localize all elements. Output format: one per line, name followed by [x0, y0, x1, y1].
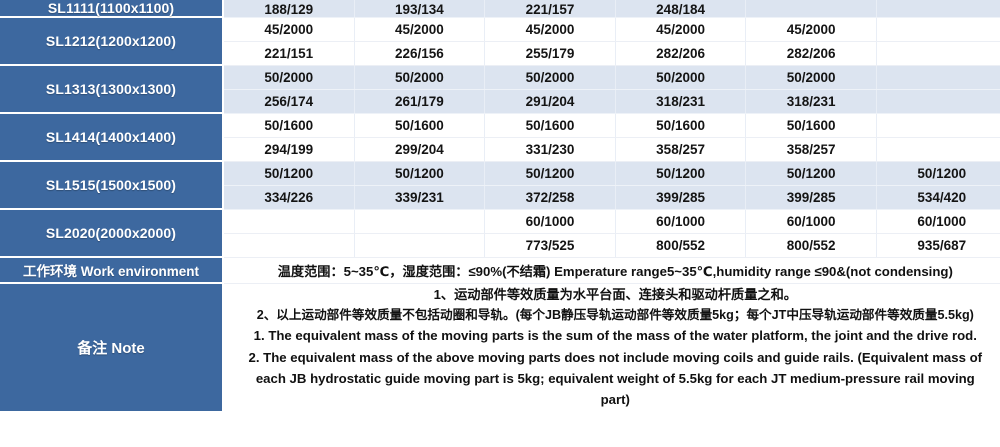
- cell-r2a-c2: 50/2000: [484, 65, 616, 90]
- model-label-1: SL1212(1200x1200): [0, 16, 224, 66]
- cell-r1a-c0: 45/2000: [223, 17, 355, 42]
- cell-r3a-c2: 50/1600: [484, 113, 616, 138]
- cell-r4b-c2: 372/258: [484, 185, 616, 210]
- note-line-5: part): [600, 392, 630, 408]
- cell-r1b-c4: 282/206: [745, 41, 877, 66]
- cell-r4a-c0: 50/1200: [223, 161, 355, 186]
- cell-r4b-c4: 399/285: [745, 185, 877, 210]
- table-row: 334/226 339/231 372/258 399/285 399/285 534/4…: [0, 185, 1000, 210]
- cell-r2b-c3: 318/231: [615, 89, 747, 114]
- cell-r1a-c2: 45/2000: [484, 17, 616, 42]
- cell-r3b-c5: [876, 137, 1000, 162]
- cell-r2b-c0: 256/174: [223, 89, 355, 114]
- cell-r2b-c4: 318/231: [745, 89, 877, 114]
- cell-r1a-c5: [876, 17, 1000, 42]
- cell-r3a-c0: 50/1600: [223, 113, 355, 138]
- work-environment-value: 温度范围：5~35℃，湿度范围：≤90%(不结霜) Emperature ran…: [223, 257, 1000, 284]
- note-line-3: 2. The equivalent mass of the above movi…: [248, 349, 983, 365]
- cell-r2a-c0: 50/2000: [223, 65, 355, 90]
- cell-r4a-c1: 50/1200: [354, 161, 486, 186]
- cell-r1a-c1: 45/2000: [354, 17, 486, 42]
- cell-r1b-c2: 255/179: [484, 41, 616, 66]
- cell-r5b-c2: 773/525: [484, 233, 616, 258]
- table-row: SL1414(1400x1400) 50/1600 50/1600 50/1600 50…: [0, 112, 1000, 162]
- model-label-3: SL1414(1400x1400): [0, 112, 224, 162]
- note-line-2: 1. The equivalent mass of the moving par…: [253, 328, 977, 344]
- cell-r4a-c3: 50/1200: [615, 161, 747, 186]
- note-row: 备注 Note 1、运动部件等效质量为水平台面、连接头和驱动杆质量之和。 2、以上运…: [0, 282, 1000, 411]
- model-label-0: SL1111(1100x1100): [0, 0, 224, 18]
- cell-r3a-c3: 50/1600: [615, 113, 747, 138]
- table-row: SL2020(2000x2000) 60/1000 60/1000 60/1000 60…: [0, 208, 1000, 258]
- table-body: SL1111(1100x1100) 188/129 193/134 221/157 24…: [0, 0, 1000, 411]
- cell-r0b-c5: [876, 0, 1000, 18]
- cell-r3a-c4: 50/1600: [745, 113, 877, 138]
- note-line-0: 1、运动部件等效质量为水平台面、连接头和驱动杆质量之和。: [433, 286, 797, 302]
- cell-r5a-c4: 60/1000: [745, 209, 877, 234]
- cell-r1b-c5: [876, 41, 1000, 66]
- cell-r3a-c5: [876, 113, 1000, 138]
- table-row: 221/151 226/156 255/179 282/206 282/206: [0, 41, 1000, 66]
- model-label-4: SL1515(1500x1500): [0, 160, 224, 210]
- cell-r2b-c2: 291/204: [484, 89, 616, 114]
- cell-r5b-c5: 935/687: [876, 233, 1000, 258]
- cell-r2b-c1: 261/179: [354, 89, 486, 114]
- cell-r3b-c3: 358/257: [615, 137, 747, 162]
- cell-r5a-c2: 60/1000: [484, 209, 616, 234]
- cell-r4b-c3: 399/285: [615, 185, 747, 210]
- cell-r5a-c5: 60/1000: [876, 209, 1000, 234]
- table-row: 188/129 193/134 221/157 248/184: [0, 0, 1000, 18]
- cell-r2a-c1: 50/2000: [354, 65, 486, 90]
- cell-r0b-c3: 248/184: [615, 0, 747, 18]
- work-environment-row: 工作环境 Work environment 温度范围：5~35℃，湿度范围：≤90…: [0, 256, 1000, 284]
- cell-r3b-c4: 358/257: [745, 137, 877, 162]
- cell-r3b-c0: 294/199: [223, 137, 355, 162]
- cell-r1a-c3: 45/2000: [615, 17, 747, 42]
- cell-r4a-c4: 50/1200: [745, 161, 877, 186]
- note-line-4: each JB hydrostatic guide moving part is…: [255, 371, 975, 387]
- cell-r1a-c4: 45/2000: [745, 17, 877, 42]
- table-row: 773/525 800/552 800/552 935/687: [0, 233, 1000, 258]
- note-line-1: 2、以上运动部件等效质量不包括动圈和导轨。(每个JB静压导轨运动部件等效质量5k…: [256, 307, 974, 322]
- cell-r5a-c1: [354, 209, 486, 234]
- cell-r2b-c5: [876, 89, 1000, 114]
- cell-r1b-c0: 221/151: [223, 41, 355, 66]
- table-row: SL1212(1200x1200) 45/2000 45/2000 45/2000 45…: [0, 16, 1000, 66]
- specification-table: SL1111(1100x1100) 188/129 193/134 221/157 24…: [0, 0, 1000, 411]
- note-label: 备注 Note: [0, 282, 224, 411]
- table-row: 294/199 299/204 331/230 358/257 358/257: [0, 137, 1000, 162]
- cell-r0b-c1: 193/134: [354, 0, 486, 18]
- note-body: 1、运动部件等效质量为水平台面、连接头和驱动杆质量之和。 2、以上运动部件等效质量…: [223, 283, 1000, 411]
- cell-r4a-c2: 50/1200: [484, 161, 616, 186]
- cell-r5a-c3: 60/1000: [615, 209, 747, 234]
- cell-r3b-c1: 299/204: [354, 137, 486, 162]
- cell-r3a-c1: 50/1600: [354, 113, 486, 138]
- table-row: SL1313(1300x1300) 50/2000 50/2000 50/2000 50…: [0, 64, 1000, 114]
- cell-r3b-c2: 331/230: [484, 137, 616, 162]
- cell-r2a-c4: 50/2000: [745, 65, 877, 90]
- cell-r2a-c5: [876, 65, 1000, 90]
- cell-r0b-c4: [745, 0, 877, 18]
- cell-r4a-c5: 50/1200: [876, 161, 1000, 186]
- cell-r1b-c1: 226/156: [354, 41, 486, 66]
- cell-r5b-c0: [223, 233, 355, 258]
- work-environment-label: 工作环境 Work environment: [0, 256, 224, 284]
- cell-r0b-c2: 221/157: [484, 0, 616, 18]
- cell-r5b-c3: 800/552: [615, 233, 747, 258]
- cell-r5b-c1: [354, 233, 486, 258]
- cell-r2a-c3: 50/2000: [615, 65, 747, 90]
- cell-r0b-c0: 188/129: [223, 0, 355, 18]
- cell-r5a-c0: [223, 209, 355, 234]
- table-row: SL1515(1500x1500) 50/1200 50/1200 50/1200 50…: [0, 160, 1000, 210]
- cell-r4b-c1: 339/231: [354, 185, 486, 210]
- cell-r4b-c0: 334/226: [223, 185, 355, 210]
- model-label-2: SL1313(1300x1300): [0, 64, 224, 114]
- cell-r5b-c4: 800/552: [745, 233, 877, 258]
- model-label-5: SL2020(2000x2000): [0, 208, 224, 258]
- cell-r1b-c3: 282/206: [615, 41, 747, 66]
- table-row: 256/174 261/179 291/204 318/231 318/231: [0, 89, 1000, 114]
- cell-r4b-c5: 534/420: [876, 185, 1000, 210]
